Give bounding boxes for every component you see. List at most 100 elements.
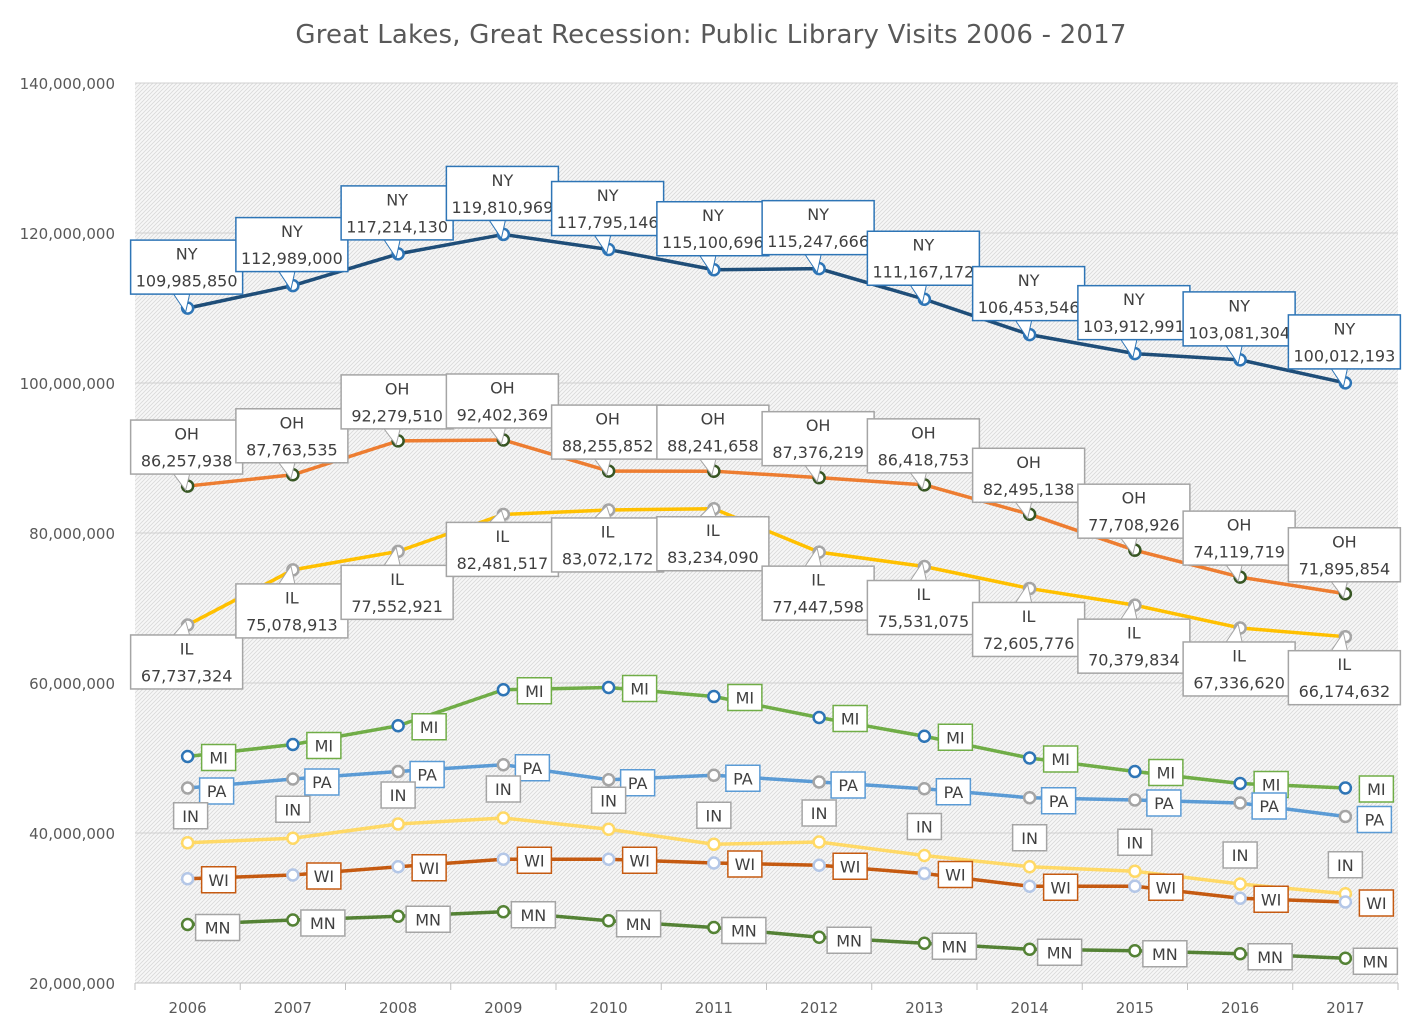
data-label-mn: MN [1247,943,1293,971]
data-label-text: WI [314,867,335,886]
data-label-box [656,515,770,572]
data-label-text: IL [1338,655,1352,674]
data-label-box [172,802,209,830]
x-tick-label: 2017 [1326,999,1364,1017]
data-label-box [129,419,244,475]
data-label-in: IN [590,786,627,814]
data-label-box [1042,745,1079,773]
data-point-mn [391,909,405,923]
data-label-box [1011,824,1048,852]
data-label-pa: PA [304,768,340,796]
data-label-box [1036,938,1083,966]
data-label-text: IL [601,522,615,541]
data-label-box [906,812,943,841]
data-label-box [275,795,311,823]
data-label-box [937,860,974,889]
data-point-mn [286,913,300,927]
data-label-text: NY [176,245,198,264]
data-point-wi [1338,895,1353,909]
data-label-box [550,404,665,460]
data-label-box [1356,805,1393,834]
data-label-in: IN [485,775,522,803]
data-label-text: MI [209,749,228,768]
data-label-pa: PA [1146,789,1182,817]
data-label-text: PA [207,782,227,801]
data-label-mn: MN [615,910,662,938]
data-label-wi: WI [937,860,974,889]
data-label-text: PA [628,774,648,793]
data-label-pa: PA [725,764,761,792]
data-label-box [516,846,553,874]
data-point-mn [496,905,511,919]
data-label-text: 87,376,219 [772,443,864,462]
x-tick-label: 2012 [800,999,838,1017]
data-label-wi: WI [200,866,237,894]
data-label-box [129,239,244,295]
data-point-mn [1022,942,1037,956]
data-label-text: WI [208,871,229,890]
y-tick-label: 80,000,000 [29,525,115,543]
data-label-oh: OH 74,119,719 [1182,510,1296,566]
data-point-wi [917,866,932,881]
data-point-wi [601,852,616,866]
data-label-box [1222,841,1258,869]
data-label-box [621,674,658,703]
data-label-oh: OH 71,895,854 [1287,527,1402,583]
data-label-box [411,713,447,741]
data-label-text: IL [706,521,720,540]
y-tick-label: 40,000,000 [29,825,115,843]
data-point-wi [707,856,721,870]
data-label-text: NY [702,206,724,225]
data-label-box [340,564,454,621]
series-line-ny [187,232,1346,385]
data-label-mi: MI [621,674,658,703]
data-label-text: 106,453,546 [978,298,1080,317]
data-label-mn: MN [510,901,557,929]
data-label-text: IN [495,780,512,799]
data-label-text: OH [701,410,726,429]
data-label-wi: WI [1042,873,1079,901]
data-label-box [971,447,1086,504]
data-label-box [200,866,237,894]
data-label-oh: OH 88,255,852 [550,404,665,460]
data-label-text: 88,255,852 [562,437,654,456]
data-label-box [129,634,244,690]
data-label-il: IL 83,234,090 [656,515,770,572]
data-point-pa [917,782,932,796]
data-point-in [1022,860,1037,874]
data-label-text: MN [836,931,862,950]
data-label-box [1251,792,1287,820]
data-label-ny: NY 115,100,696 [656,200,770,257]
data-point-in [286,831,300,845]
x-tick-label: 2010 [590,999,628,1017]
data-label-text: OH [806,416,831,435]
data-label-mn: MN [405,905,451,933]
data-label-box [445,373,560,429]
data-label-text: PA [523,759,543,778]
data-label-wi: WI [621,846,658,874]
data-label-text: MN [731,922,757,941]
data-label-box [832,852,868,880]
data-label-box [615,910,662,938]
data-label-text: IL [811,571,825,590]
data-label-mi: MI [411,713,447,741]
data-label-text: 67,336,620 [1193,673,1285,692]
data-label-text: OH [911,423,936,442]
data-label-text: IN [706,806,723,825]
data-label-box [761,199,875,256]
data-label-oh: OH 86,257,938 [129,419,244,475]
data-label-pa: PA [1040,787,1077,815]
data-label-box [1253,885,1289,913]
x-tick-label: 2016 [1221,999,1259,1017]
data-label-text: 74,119,719 [1193,543,1285,562]
data-label-text: 86,257,938 [141,452,233,471]
data-label-ny: NY 111,167,172 [866,230,981,286]
data-label-text: MI [1157,764,1176,783]
data-label-text: IL [1232,646,1246,665]
data-label-text: WI [629,851,650,870]
data-label-il: IL 82,481,517 [445,521,560,578]
data-label-box [1327,851,1364,879]
data-label-box [832,704,868,733]
data-label-text: MI [315,737,334,756]
